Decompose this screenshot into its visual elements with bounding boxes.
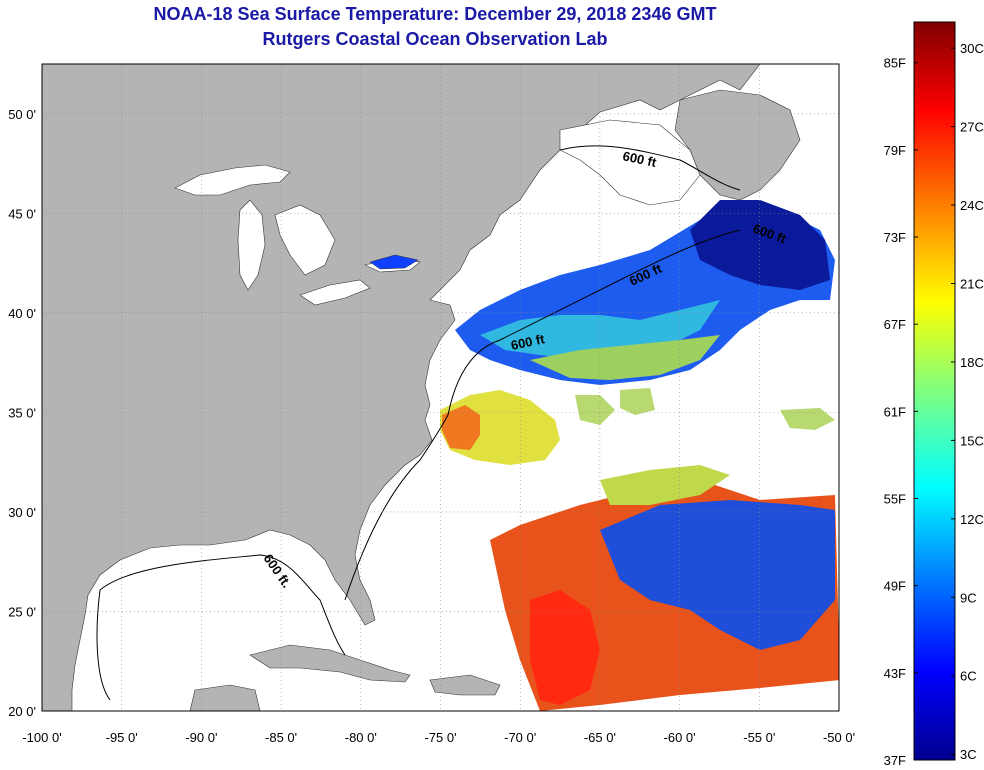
lake-superior (174, 164, 291, 196)
contour-st-lawrence (559, 145, 741, 191)
lon-tick-label: -90 0' (185, 730, 217, 745)
lon-tick-label: -55 0' (743, 730, 775, 745)
lon-tick-label: -100 0' (22, 730, 61, 745)
colorbar-celsius-label: 30C (960, 41, 984, 56)
colorbar-celsius-label: 3C (960, 747, 977, 762)
sst-slope-green (530, 335, 720, 380)
colorbar-fahrenheit-label: 79F (884, 143, 906, 158)
lon-tick-label: -65 0' (584, 730, 616, 745)
lat-tick-label: 45 0' (8, 206, 36, 221)
colorbar-celsius-label: 12C (960, 512, 984, 527)
colorbar-celsius-label: 18C (960, 355, 984, 370)
sst-southern-blue (600, 500, 835, 650)
land-yucatan (189, 684, 261, 711)
colorbar-celsius-label: 27C (960, 120, 984, 135)
lat-tick-label: 35 0' (8, 405, 36, 420)
lake-ontario-sst (369, 254, 419, 270)
colorbar-celsius-label: 9C (960, 590, 977, 605)
colorbar-fahrenheit-label: 73F (884, 230, 906, 245)
land-hispaniola (429, 674, 501, 696)
colorbar-celsius-label: 15C (960, 433, 984, 448)
colorbar-fahrenheit-label: 43F (884, 666, 906, 681)
map-frame (41, 63, 840, 712)
lat-tick-label: 40 0' (8, 306, 36, 321)
contour-atlantic-south (344, 414, 449, 601)
colorbar-fahrenheit-label: 37F (884, 753, 906, 768)
colorbar-fahrenheit-label: 61F (884, 404, 906, 419)
colorbar-celsius-label: 6C (960, 669, 977, 684)
lon-tick-label: -85 0' (265, 730, 297, 745)
colorbar-fahrenheit-label: 55F (884, 492, 906, 507)
lon-tick-label: -80 0' (345, 730, 377, 745)
contour-label: 600 ft (510, 331, 547, 353)
contour-label: 600 ft (621, 148, 658, 170)
lat-tick-label: 50 0' (8, 107, 36, 122)
contour-gulf (96, 554, 346, 701)
colorbar-fahrenheit-label: 85F (884, 56, 906, 71)
lon-tick-label: -50 0' (823, 730, 855, 745)
colorbar (913, 21, 956, 761)
land-cuba (249, 644, 411, 683)
colorbar-celsius-label: 24C (960, 198, 984, 213)
sst-southern-red (530, 590, 600, 705)
depth-contours (96, 145, 741, 701)
contour-atlantic-north (447, 229, 741, 416)
lon-tick-label: -60 0' (664, 730, 696, 745)
colorbar-fahrenheit-label: 49F (884, 579, 906, 594)
sst-offshore-patches (575, 388, 835, 430)
lake-michigan-huron (237, 199, 336, 291)
colorbar-celsius-label: 21C (960, 276, 984, 291)
lat-tick-label: 20 0' (8, 704, 36, 719)
sst-labrador-cold (690, 200, 830, 290)
map-title: NOAA-18 Sea Surface Temperature: Decembe… (153, 4, 717, 24)
lat-tick-label: 30 0' (8, 505, 36, 520)
sst-southern-green (600, 465, 730, 505)
colorbar-fahrenheit-label: 67F (884, 317, 906, 332)
lon-tick-label: -95 0' (106, 730, 138, 745)
gulf-st-lawrence (559, 119, 701, 206)
lon-tick-label: -70 0' (504, 730, 536, 745)
lon-tick-label: -75 0' (424, 730, 456, 745)
grid-lines (42, 64, 839, 711)
sst-gulf-stream-core (442, 405, 480, 450)
land-north-america (42, 64, 761, 711)
lat-tick-label: 25 0' (8, 604, 36, 619)
map-subtitle: Rutgers Coastal Ocean Observation Lab (262, 29, 608, 49)
